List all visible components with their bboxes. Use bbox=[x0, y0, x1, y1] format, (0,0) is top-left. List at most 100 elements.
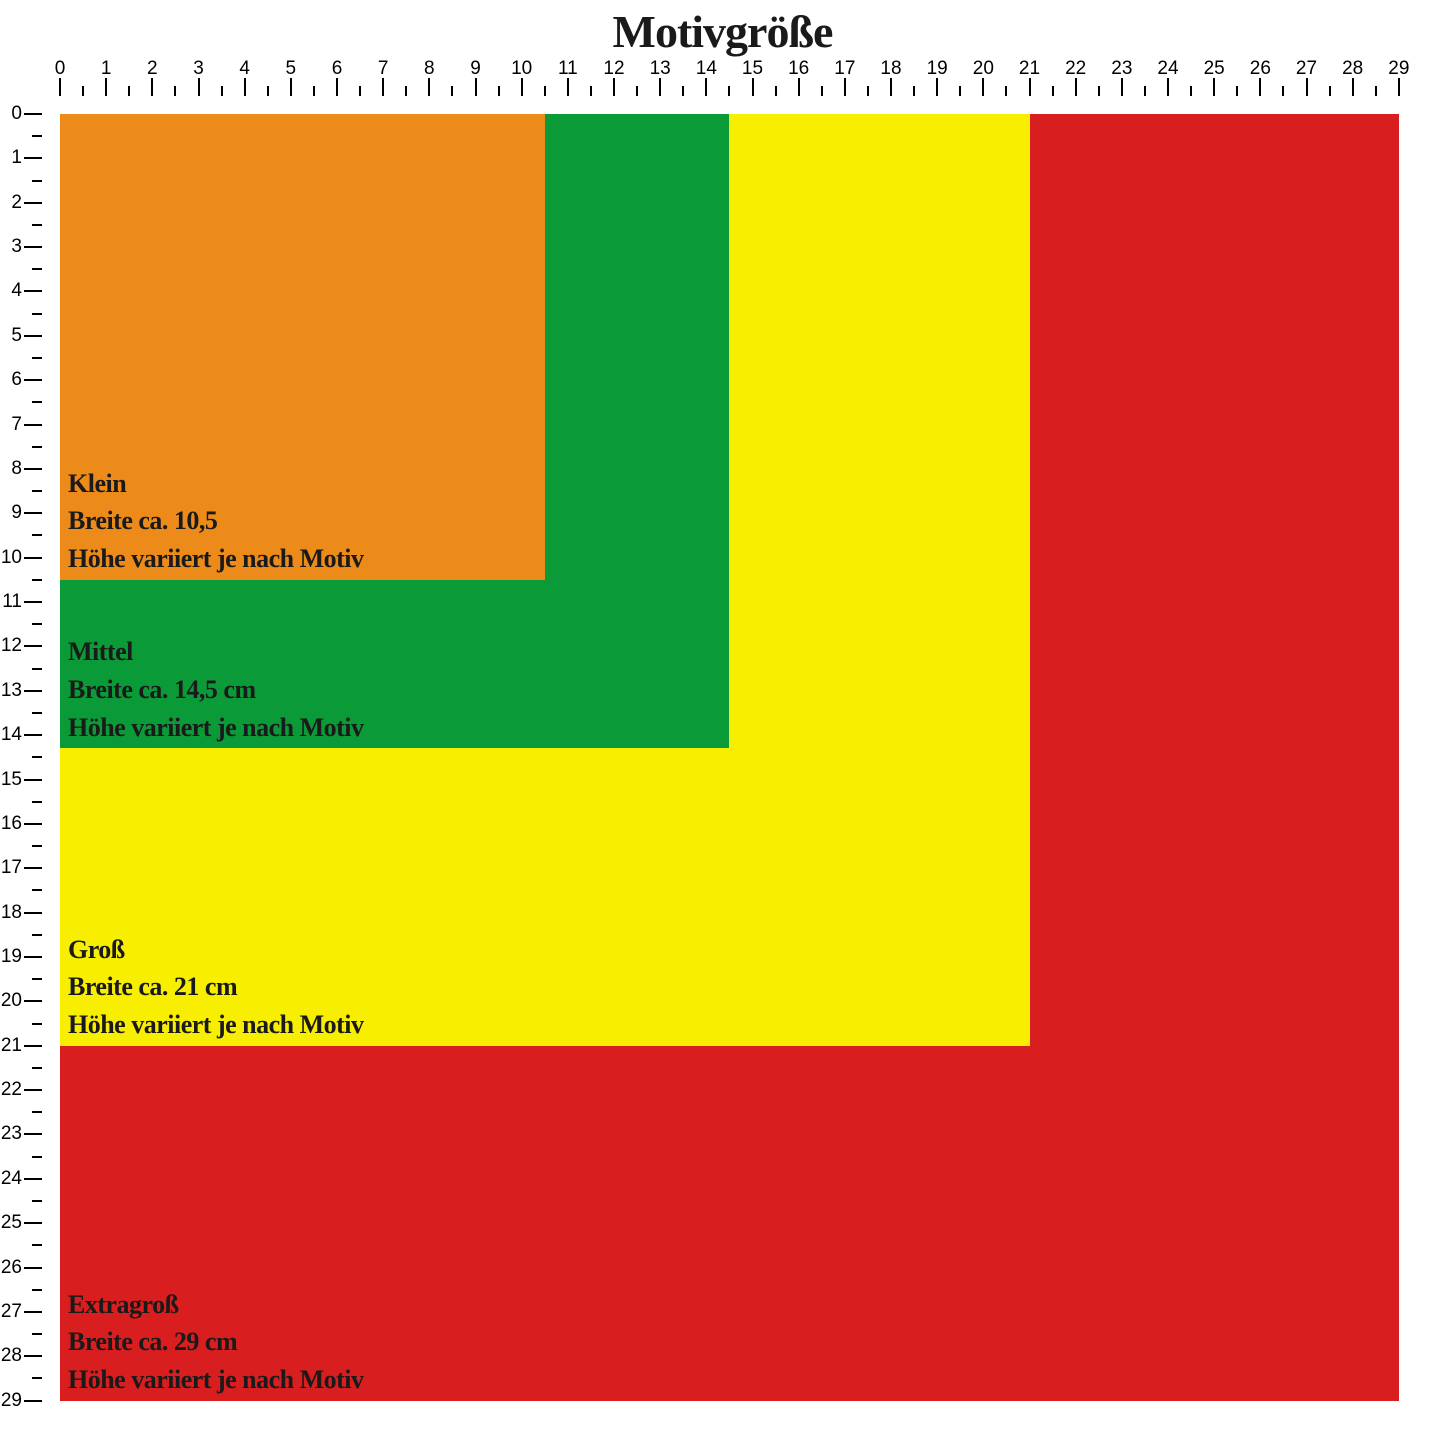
size-width: Breite ca. 10,5 bbox=[68, 502, 364, 540]
ruler-left-tick-minor bbox=[32, 1333, 42, 1335]
ruler-top-label: 13 bbox=[650, 58, 671, 80]
ruler-top-tick-major bbox=[198, 78, 200, 96]
ruler-left-tick-major bbox=[24, 823, 42, 825]
ruler-top-label: 9 bbox=[470, 58, 481, 80]
ruler-left-tick-major bbox=[24, 512, 42, 514]
ruler-top-tick-minor bbox=[913, 86, 915, 96]
ruler-left-tick-major bbox=[24, 1045, 42, 1047]
ruler-left-tick-major bbox=[24, 1355, 42, 1357]
ruler-top-label: 29 bbox=[1388, 58, 1409, 80]
ruler-left-tick-major bbox=[24, 335, 42, 337]
ruler-top-label: 5 bbox=[286, 58, 297, 80]
ruler-top-tick-major bbox=[1398, 78, 1400, 96]
ruler-left-label: 20 bbox=[0, 990, 22, 1012]
size-label-klein: KleinBreite ca. 10,5Höhe variiert je nac… bbox=[68, 465, 364, 578]
ruler-top-tick-minor bbox=[1282, 86, 1284, 96]
ruler-left-label: 14 bbox=[0, 724, 22, 746]
ruler-left-tick-major bbox=[24, 113, 42, 115]
ruler-left-tick-major bbox=[24, 601, 42, 603]
ruler-left-label: 23 bbox=[0, 1123, 22, 1145]
ruler-top-tick-major bbox=[567, 78, 569, 96]
ruler-top-tick-major bbox=[151, 78, 153, 96]
ruler-left-label: 6 bbox=[0, 369, 22, 391]
ruler-left-tick-major bbox=[24, 1178, 42, 1180]
ruler-left-label: 10 bbox=[0, 547, 22, 569]
ruler-left-label: 28 bbox=[0, 1345, 22, 1367]
ruler-left-tick-major bbox=[24, 157, 42, 159]
ruler-top-label: 1 bbox=[101, 58, 112, 80]
size-label-mittel: MittelBreite ca. 14,5 cmHöhe variiert je… bbox=[68, 633, 364, 746]
ruler-top-tick-minor bbox=[451, 86, 453, 96]
ruler-top-tick-minor bbox=[313, 86, 315, 96]
ruler-top-tick-minor bbox=[498, 86, 500, 96]
ruler-top-tick-minor bbox=[1375, 86, 1377, 96]
size-note: Höhe variiert je nach Motiv bbox=[68, 1361, 364, 1399]
size-width: Breite ca. 14,5 cm bbox=[68, 671, 364, 709]
ruler-left-tick-minor bbox=[32, 801, 42, 803]
size-note: Höhe variiert je nach Motiv bbox=[68, 1006, 364, 1044]
ruler-top-label: 21 bbox=[1019, 58, 1040, 80]
ruler-top-tick-minor bbox=[1098, 86, 1100, 96]
size-width: Breite ca. 21 cm bbox=[68, 968, 364, 1006]
ruler-top-label: 12 bbox=[603, 58, 624, 80]
ruler-left-tick-minor bbox=[32, 268, 42, 270]
ruler-top-tick-major bbox=[59, 78, 61, 96]
ruler-left-label: 4 bbox=[0, 280, 22, 302]
ruler-left-tick-minor bbox=[32, 1244, 42, 1246]
size-label-extragroß: ExtragroßBreite ca. 29 cmHöhe variiert j… bbox=[68, 1286, 364, 1399]
ruler-left-tick-minor bbox=[32, 1156, 42, 1158]
ruler-left-label: 27 bbox=[0, 1301, 22, 1323]
ruler-left-tick-major bbox=[24, 734, 42, 736]
ruler-top-label: 10 bbox=[511, 58, 532, 80]
ruler-left-tick-major bbox=[24, 557, 42, 559]
ruler-top-label: 24 bbox=[1157, 58, 1178, 80]
size-name: Extragroß bbox=[68, 1286, 364, 1324]
ruler-top-label: 17 bbox=[834, 58, 855, 80]
ruler-top-tick-minor bbox=[636, 86, 638, 96]
ruler-left-label: 2 bbox=[0, 192, 22, 214]
ruler-left-tick-minor bbox=[32, 712, 42, 714]
ruler-top-tick-minor bbox=[544, 86, 546, 96]
ruler-top-tick-major bbox=[982, 78, 984, 96]
ruler-left-tick-major bbox=[24, 867, 42, 869]
ruler-top-label: 23 bbox=[1111, 58, 1132, 80]
page-title: Motivgröße bbox=[0, 5, 1445, 58]
size-width: Breite ca. 29 cm bbox=[68, 1323, 364, 1361]
ruler-top-tick-major bbox=[1352, 78, 1354, 96]
ruler-left-label: 12 bbox=[0, 635, 22, 657]
size-name: Mittel bbox=[68, 633, 364, 671]
ruler-left-tick-major bbox=[24, 956, 42, 958]
ruler-top-tick-major bbox=[336, 78, 338, 96]
ruler-top-tick-major bbox=[936, 78, 938, 96]
ruler-top-label: 18 bbox=[880, 58, 901, 80]
ruler-left-tick-minor bbox=[32, 224, 42, 226]
ruler-top-tick-minor bbox=[959, 86, 961, 96]
ruler-top-label: 4 bbox=[239, 58, 250, 80]
ruler-left-tick-minor bbox=[32, 889, 42, 891]
ruler-left-label: 3 bbox=[0, 236, 22, 258]
ruler-left-tick-major bbox=[24, 645, 42, 647]
ruler-left-tick-minor bbox=[32, 135, 42, 137]
size-note: Höhe variiert je nach Motiv bbox=[68, 540, 364, 578]
ruler-left-tick-major bbox=[24, 290, 42, 292]
ruler-left-tick-major bbox=[24, 379, 42, 381]
ruler-left-tick-minor bbox=[32, 446, 42, 448]
ruler-top-label: 25 bbox=[1204, 58, 1225, 80]
ruler-left-tick-minor bbox=[32, 180, 42, 182]
ruler-left-tick-minor bbox=[32, 756, 42, 758]
ruler-left-tick-major bbox=[24, 424, 42, 426]
ruler-top-label: 27 bbox=[1296, 58, 1317, 80]
ruler-left-tick-minor bbox=[32, 845, 42, 847]
ruler-top-tick-major bbox=[1029, 78, 1031, 96]
ruler-top-tick-minor bbox=[728, 86, 730, 96]
ruler-left-label: 19 bbox=[0, 946, 22, 968]
ruler-left-tick-major bbox=[24, 1133, 42, 1135]
ruler-left-label: 7 bbox=[0, 414, 22, 436]
ruler-top-tick-minor bbox=[267, 86, 269, 96]
size-note: Höhe variiert je nach Motiv bbox=[68, 709, 364, 747]
ruler-left-tick-minor bbox=[32, 623, 42, 625]
ruler-top-tick-minor bbox=[359, 86, 361, 96]
plot-area: ExtragroßBreite ca. 29 cmHöhe variiert j… bbox=[60, 114, 1445, 1445]
ruler-top-tick-major bbox=[890, 78, 892, 96]
ruler-left-tick-minor bbox=[32, 934, 42, 936]
